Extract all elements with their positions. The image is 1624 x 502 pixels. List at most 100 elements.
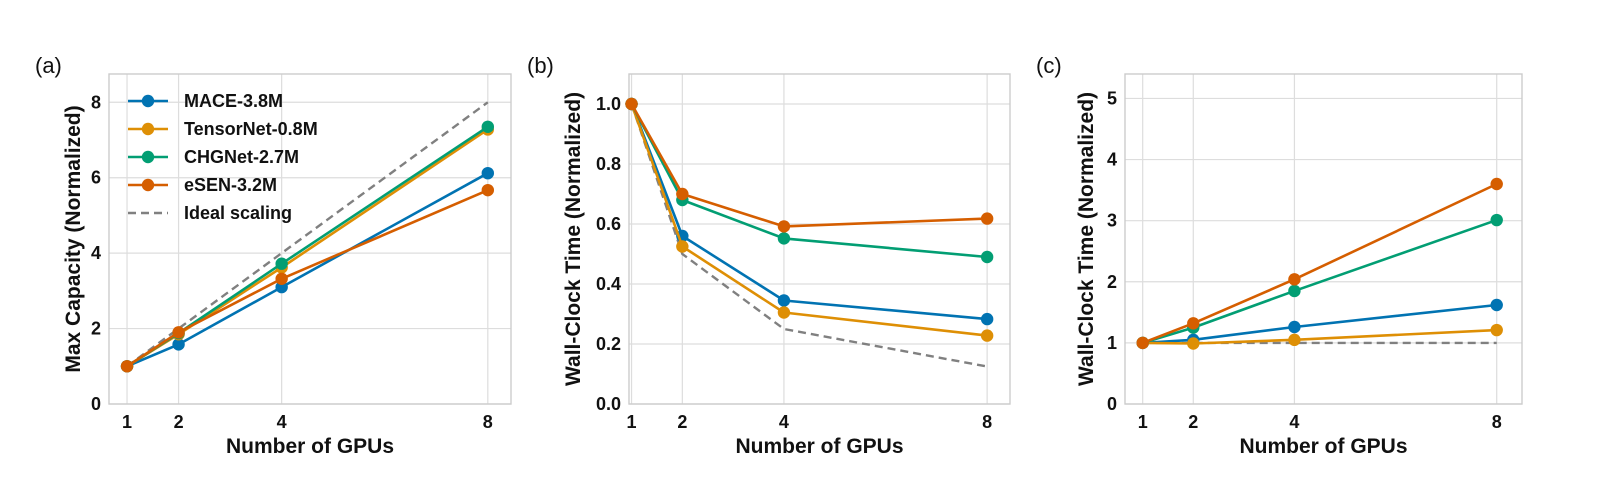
data-point-mace-3-8m xyxy=(980,312,994,326)
data-point-chgnet-2-7m xyxy=(481,120,495,133)
series-line-tensornet-0-8m xyxy=(1142,328,1497,345)
y-tick-label: 0 xyxy=(1107,394,1117,414)
x-tick-label: 8 xyxy=(982,412,992,432)
y-tick-label: 1 xyxy=(1107,333,1117,353)
series-line-chgnet-2-7m xyxy=(630,103,988,259)
data-point-mace-3-8m xyxy=(777,294,791,307)
y-tick-label: 0.2 xyxy=(596,334,621,354)
y-tick-label: 0.6 xyxy=(596,214,621,234)
y-axis-label: Wall-Clock Time (Normalized) xyxy=(562,92,585,386)
y-tick-label: 6 xyxy=(91,168,101,188)
panel-label: (b) xyxy=(527,53,554,78)
legend-label: Ideal scaling xyxy=(184,203,292,223)
y-tick-label: 2 xyxy=(91,319,101,339)
data-point-mace-3-8m xyxy=(1288,320,1301,334)
y-axis-label: Max Capacity (Normalized) xyxy=(62,105,85,372)
y-tick-label: 8 xyxy=(91,92,101,112)
legend-item: Ideal scaling xyxy=(128,203,292,223)
x-tick-label: 1 xyxy=(122,412,132,432)
chart-panel-c: 1 2 4 8 0 1 2 3 4 5 Number of GPUs Wall-Clock Time … xyxy=(1036,53,1523,458)
plot-frame xyxy=(1124,73,1523,405)
x-tick-label: 4 xyxy=(1289,412,1299,432)
data-point-esen-3-2m xyxy=(1136,336,1149,350)
series-line-mace-3-8m xyxy=(630,103,988,321)
legend-item: MACE-3.8M xyxy=(128,91,283,111)
data-point-esen-3-2m xyxy=(980,212,994,225)
panel-label: (a) xyxy=(35,53,62,78)
series-line-chgnet-2-7m xyxy=(1142,218,1498,345)
legend-label: MACE-3.8M xyxy=(184,91,283,111)
x-axis-label: Number of GPUs xyxy=(1239,435,1407,458)
x-tick-label: 8 xyxy=(1492,412,1502,432)
x-tick-label: 8 xyxy=(483,412,493,432)
x-tick-label: 2 xyxy=(1188,412,1198,432)
plot-frame xyxy=(628,73,1011,405)
legend-swatch-marker xyxy=(141,122,155,136)
series-line-tensornet-0-8m xyxy=(630,103,988,337)
x-tick-label: 4 xyxy=(779,412,789,432)
series-line-mace-3-8m xyxy=(1142,303,1497,345)
data-point-esen-3-2m xyxy=(172,326,185,339)
x-tick-label: 2 xyxy=(677,412,687,432)
legend-item: eSEN-3.2M xyxy=(128,175,277,195)
data-point-chgnet-2-7m xyxy=(1288,284,1301,298)
data-point-esen-3-2m xyxy=(481,183,495,197)
data-point-chgnet-2-7m xyxy=(275,257,288,270)
chart-panel-a: 1 2 4 8 0 2 4 6 8 Number of GPUs Max Capacity (Nor… xyxy=(35,53,512,458)
series-line-mace-3-8m xyxy=(126,172,489,368)
y-tick-label: 4 xyxy=(91,243,101,263)
chart-panel-b: 1 2 4 8 0.0 0.2 0.4 0.6 0.8 1.0 Number of GPUs Wall… xyxy=(527,53,1011,458)
x-tick-label: 1 xyxy=(1138,412,1148,432)
y-tick-label: 0.0 xyxy=(596,394,621,414)
data-point-esen-3-2m xyxy=(275,272,288,285)
data-point-tensornet-0-8m xyxy=(1490,323,1503,337)
data-point-chgnet-2-7m xyxy=(980,250,994,264)
data-point-esen-3-2m xyxy=(625,97,638,111)
x-axis-label: Number of GPUs xyxy=(735,435,903,458)
data-point-tensornet-0-8m xyxy=(676,240,689,253)
y-tick-label: 4 xyxy=(1107,150,1117,170)
y-tick-label: 0.8 xyxy=(596,154,621,174)
y-tick-label: 0 xyxy=(91,394,101,414)
series-line-ideal-scaling xyxy=(126,101,489,368)
series-line-esen-3-2m xyxy=(1142,182,1498,345)
legend-item: CHGNet-2.7M xyxy=(128,147,299,167)
y-tick-label: 0.4 xyxy=(596,274,621,294)
x-tick-label: 2 xyxy=(174,412,184,432)
data-point-tensornet-0-8m xyxy=(980,329,994,342)
data-point-esen-3-2m xyxy=(120,360,134,373)
y-tick-label: 2 xyxy=(1107,272,1117,292)
data-point-chgnet-2-7m xyxy=(1490,213,1503,227)
y-tick-label: 1.0 xyxy=(596,94,621,114)
legend-swatch-marker xyxy=(141,150,155,164)
legend-swatch-marker xyxy=(141,94,155,108)
data-point-mace-3-8m xyxy=(481,166,495,180)
data-point-mace-3-8m xyxy=(172,338,185,351)
data-point-tensornet-0-8m xyxy=(777,306,791,319)
data-point-esen-3-2m xyxy=(1490,177,1503,191)
legend-swatch-marker xyxy=(141,178,155,192)
y-axis-label: Wall-Clock Time (Normalized) xyxy=(1075,92,1098,386)
series-line-esen-3-2m xyxy=(126,188,489,368)
x-tick-label: 4 xyxy=(277,412,287,432)
data-point-esen-3-2m xyxy=(777,220,791,233)
data-point-esen-3-2m xyxy=(1288,273,1301,286)
plot-frame xyxy=(108,73,512,405)
y-tick-label: 5 xyxy=(1107,88,1117,108)
data-point-mace-3-8m xyxy=(1490,298,1503,312)
legend-label: TensorNet-0.8M xyxy=(184,119,318,139)
y-tick-label: 3 xyxy=(1107,211,1117,231)
data-point-esen-3-2m xyxy=(676,187,689,201)
x-tick-label: 1 xyxy=(627,412,637,432)
legend: MACE-3.8M TensorNet-0.8M CHGNet-2.7M eSEN-3… xyxy=(128,91,318,223)
data-point-tensornet-0-8m xyxy=(1187,337,1200,350)
legend-label: eSEN-3.2M xyxy=(184,175,277,195)
panel-label: (c) xyxy=(1036,53,1062,78)
x-axis-label: Number of GPUs xyxy=(226,435,394,458)
series-line-esen-3-2m xyxy=(630,103,988,228)
legend-item: TensorNet-0.8M xyxy=(128,119,318,139)
data-point-esen-3-2m xyxy=(1187,317,1200,330)
data-point-chgnet-2-7m xyxy=(777,232,791,245)
legend-label: CHGNet-2.7M xyxy=(184,147,299,167)
